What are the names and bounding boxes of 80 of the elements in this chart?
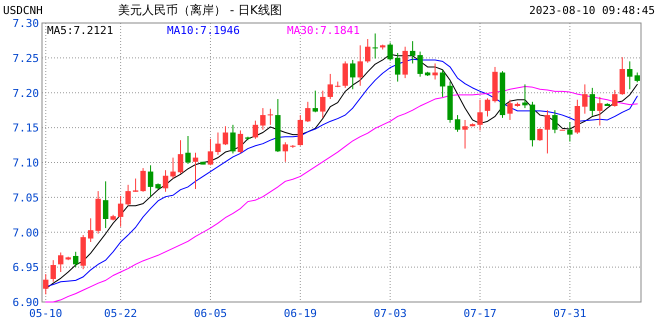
candlestick [582, 84, 588, 114]
candlestick [215, 132, 221, 156]
candlestick [125, 184, 131, 206]
x-tick-label: 06-19 [284, 307, 317, 320]
y-tick-label: 6.95 [12, 261, 39, 274]
candlestick [462, 119, 468, 150]
x-tick-label: 07-31 [553, 307, 586, 320]
candlestick [162, 170, 168, 192]
candlestick [252, 120, 258, 140]
candlestick [328, 73, 333, 100]
candlestick [432, 62, 438, 80]
candlestick [484, 98, 490, 117]
candlestick [43, 274, 48, 295]
candlestick [230, 124, 236, 154]
candlestick [417, 51, 423, 78]
y-tick-label: 7.30 [12, 17, 39, 30]
x-tick-label: 07-17 [463, 307, 497, 320]
candlestick [454, 114, 460, 132]
y-tick-label: 7.25 [12, 52, 39, 65]
candlestick [402, 46, 408, 79]
x-tick-label: 05-22 [104, 307, 138, 320]
candlestick [477, 99, 483, 131]
text: MA10:7.1946 [167, 24, 240, 37]
candlestick [612, 89, 618, 108]
candlestick [140, 168, 146, 192]
candlestick [268, 108, 274, 126]
candlestick [544, 110, 550, 154]
candlestick [73, 251, 78, 268]
y-tick-label: 7.10 [12, 156, 39, 170]
candlestick [410, 40, 416, 64]
text: MA30:7.1841 [287, 24, 360, 37]
candlestick [192, 152, 198, 190]
candlestick [312, 90, 318, 113]
candlestick [320, 90, 326, 118]
y-tick-label: 7.15 [12, 122, 39, 135]
candlestick [372, 32, 378, 60]
candlestick [597, 96, 603, 126]
candlestick [260, 108, 266, 130]
y-tick-label: 7.20 [12, 86, 39, 100]
x-tick-label: 06-05 [194, 307, 228, 320]
candlestick [358, 44, 363, 86]
text: 2023-08-10 09:48:45 [529, 4, 655, 17]
candlestick [118, 195, 124, 228]
x-tick-label: 07-03 [374, 307, 407, 320]
y-tick-label: 6.90 [12, 296, 39, 309]
line-series [45, 86, 638, 302]
y-tick-label: 7.05 [12, 191, 39, 204]
candlestick [552, 110, 558, 134]
candlestick [208, 138, 214, 166]
candlestick [537, 128, 543, 142]
candlestick [102, 180, 108, 229]
candlestick [567, 122, 573, 142]
candlestick [185, 135, 191, 164]
candlestick [170, 157, 176, 180]
candlestick [394, 52, 400, 82]
candlestick [387, 42, 393, 62]
candlestick [50, 260, 56, 282]
text: MA5:7.2121 [47, 24, 114, 37]
candlestick [305, 101, 310, 123]
candlestick [342, 60, 348, 88]
candlestick [238, 130, 244, 154]
candlestick [282, 142, 288, 162]
candlestick [365, 38, 370, 64]
chart-title: 美元人民币（离岸） - 日K线图 [118, 3, 282, 17]
candlestick [222, 126, 228, 146]
chart-subtitle: USDCNH [3, 4, 43, 17]
y-tick-label: 7.00 [12, 226, 39, 240]
candlestick [148, 164, 154, 198]
candlestick [627, 60, 632, 90]
candlestick [507, 99, 513, 120]
candlestick [440, 69, 446, 98]
candlestick [58, 252, 64, 273]
x-tick-label: 05-10 [29, 307, 62, 320]
candlestick [590, 87, 596, 116]
candlestick [350, 59, 356, 90]
candlestick [522, 84, 528, 109]
candlestick [88, 218, 94, 243]
candlestick [132, 178, 138, 192]
candlestick [634, 72, 640, 83]
candlestick [178, 140, 184, 174]
